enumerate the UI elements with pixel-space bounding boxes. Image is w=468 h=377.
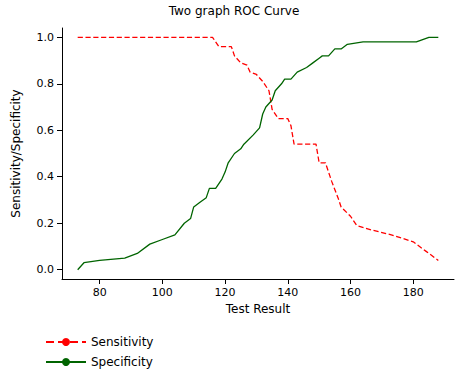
svg-text:100: 100 bbox=[152, 286, 173, 299]
svg-text:180: 180 bbox=[403, 286, 424, 299]
svg-text:0.0: 0.0 bbox=[37, 263, 55, 276]
svg-text:1.0: 1.0 bbox=[37, 31, 55, 44]
svg-text:0.4: 0.4 bbox=[37, 170, 55, 183]
svg-text:Sensitivity/Specificity: Sensitivity/Specificity bbox=[9, 89, 23, 217]
svg-text:0.6: 0.6 bbox=[37, 124, 55, 137]
svg-text:Specificity: Specificity bbox=[91, 355, 153, 369]
svg-text:80: 80 bbox=[93, 286, 107, 299]
svg-text:160: 160 bbox=[340, 286, 361, 299]
svg-text:120: 120 bbox=[215, 286, 236, 299]
svg-text:Two graph ROC Curve: Two graph ROC Curve bbox=[168, 4, 300, 18]
svg-text:Sensitivity: Sensitivity bbox=[91, 335, 153, 349]
svg-text:140: 140 bbox=[277, 286, 298, 299]
svg-text:0.2: 0.2 bbox=[37, 217, 55, 230]
svg-text:0.8: 0.8 bbox=[37, 77, 55, 90]
svg-text:Test Result: Test Result bbox=[225, 302, 291, 316]
